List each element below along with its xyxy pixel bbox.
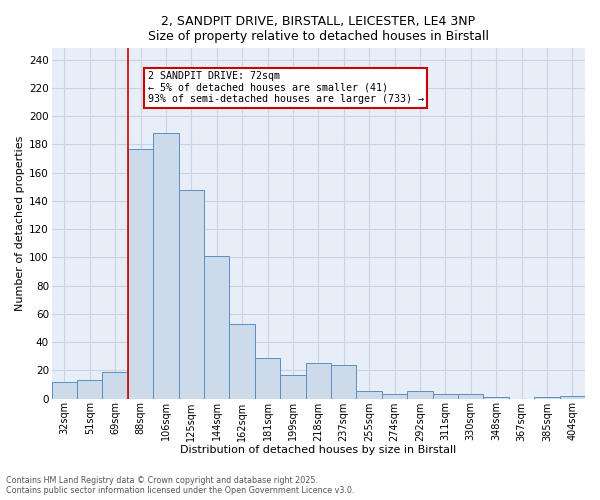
Bar xyxy=(305,364,331,398)
Bar xyxy=(179,190,204,398)
Bar xyxy=(229,324,255,398)
Bar xyxy=(356,392,382,398)
Bar xyxy=(382,394,407,398)
Text: Contains HM Land Registry data © Crown copyright and database right 2025.
Contai: Contains HM Land Registry data © Crown c… xyxy=(6,476,355,495)
Bar xyxy=(407,392,433,398)
Bar xyxy=(52,382,77,398)
Y-axis label: Number of detached properties: Number of detached properties xyxy=(15,136,25,311)
X-axis label: Distribution of detached houses by size in Birstall: Distribution of detached houses by size … xyxy=(180,445,457,455)
Text: 2 SANDPIT DRIVE: 72sqm
← 5% of detached houses are smaller (41)
93% of semi-deta: 2 SANDPIT DRIVE: 72sqm ← 5% of detached … xyxy=(148,71,424,104)
Bar xyxy=(77,380,103,398)
Bar xyxy=(560,396,585,398)
Bar xyxy=(103,372,128,398)
Bar xyxy=(331,364,356,398)
Bar xyxy=(280,374,305,398)
Bar xyxy=(204,256,229,398)
Bar xyxy=(153,133,179,398)
Bar xyxy=(128,148,153,398)
Bar xyxy=(433,394,458,398)
Bar xyxy=(458,394,484,398)
Bar xyxy=(255,358,280,399)
Title: 2, SANDPIT DRIVE, BIRSTALL, LEICESTER, LE4 3NP
Size of property relative to deta: 2, SANDPIT DRIVE, BIRSTALL, LEICESTER, L… xyxy=(148,15,489,43)
Bar xyxy=(534,397,560,398)
Bar xyxy=(484,397,509,398)
